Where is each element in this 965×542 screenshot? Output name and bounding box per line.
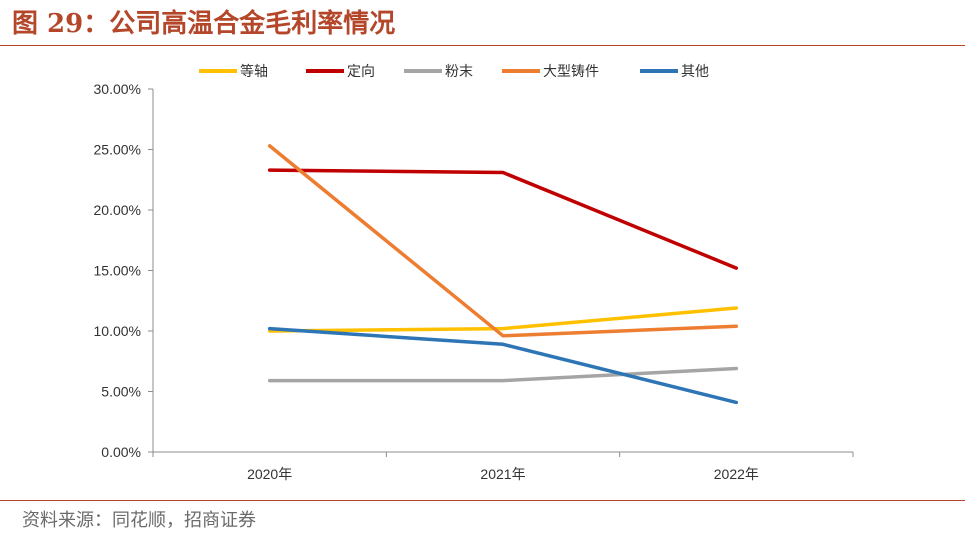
series-line-5: [267, 326, 739, 405]
legend-label: 其他: [681, 63, 709, 79]
y-tick-label: 30.00%: [94, 81, 141, 97]
chart-axes: 0.00% 5.00% 10.00% 15.00% 20.00% 25.00% 30.00%…: [94, 81, 854, 482]
chart-series: [267, 144, 739, 405]
title-rule: [0, 45, 965, 46]
series-line-1: [267, 306, 739, 333]
y-tick-label: 20.00%: [94, 202, 141, 218]
series-line-4: [267, 144, 739, 338]
legend-label: 定向: [347, 63, 375, 79]
source-note: 资料来源：同花顺，招商证券: [22, 510, 256, 531]
x-tick-label: 2021年: [480, 466, 525, 482]
chart-legend: 等轴 定向 粉末 大型铸件 其他: [199, 63, 709, 79]
figure-title: 图 29：公司高温合金毛利率情况: [12, 9, 396, 39]
y-tick-label: 15.00%: [94, 263, 141, 279]
line-chart: 等轴 定向 粉末 大型铸件 其他 0.00% 5.00% 10.00% 15.00% 20.00…: [94, 63, 854, 482]
y-tick-label: 25.00%: [94, 142, 141, 158]
y-tick-label: 10.00%: [94, 323, 141, 339]
series-line-2: [267, 168, 739, 270]
y-tick-label: 0.00%: [101, 444, 141, 460]
y-tick-label: 5.00%: [101, 384, 141, 400]
x-tick-label: 2022年: [714, 466, 759, 482]
legend-label: 大型铸件: [543, 63, 599, 79]
legend-label: 等轴: [240, 63, 268, 79]
legend-label: 粉末: [445, 63, 473, 79]
series-line-3: [267, 366, 739, 383]
x-tick-label: 2020年: [247, 466, 292, 482]
source-rule: [0, 500, 965, 501]
